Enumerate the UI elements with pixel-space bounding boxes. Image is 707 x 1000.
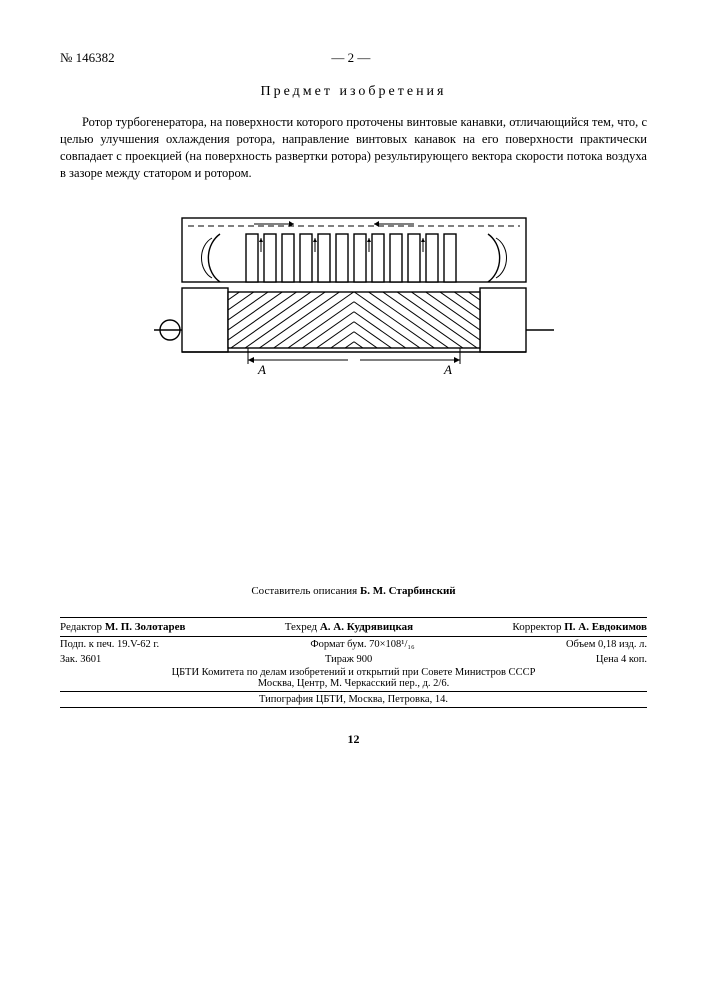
compiler-line: Составитель описания Б. М. Старбинский bbox=[60, 585, 647, 597]
page-marker: — 2 — bbox=[331, 50, 370, 66]
cbti-block: ЦБТИ Комитета по делам изобретений и отк… bbox=[60, 667, 647, 692]
header-row: № 146382 — 2 — bbox=[60, 50, 647, 66]
staff-row: Редактор М. П. Золотарев Техред А. А. Ку… bbox=[60, 617, 647, 637]
print-row-2: Зак. 3601 Тираж 900 Цена 4 коп. bbox=[60, 652, 647, 667]
svg-text:А: А bbox=[443, 362, 452, 377]
patent-number: № 146382 bbox=[60, 50, 115, 66]
figure: АА bbox=[60, 210, 647, 385]
page-number: 12 bbox=[60, 732, 647, 747]
svg-text:А: А bbox=[257, 362, 266, 377]
typography-line: Типография ЦБТИ, Москва, Петровка, 14. bbox=[60, 692, 647, 708]
section-title: Предмет изобретения bbox=[60, 84, 647, 100]
print-row-1: Подп. к печ. 19.V-62 г. Формат бум. 70×1… bbox=[60, 637, 647, 652]
claim-text: Ротор турбогенератора, на поверхности ко… bbox=[60, 114, 647, 182]
